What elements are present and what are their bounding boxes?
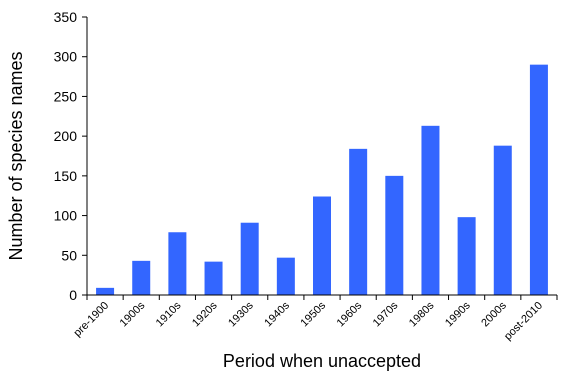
y-tick-label: 200 [54, 128, 78, 144]
y-tick-label: 350 [54, 9, 78, 25]
y-tick-label: 100 [54, 208, 78, 224]
x-category-label: 1940s [262, 299, 292, 329]
y-tick-label: 150 [54, 168, 78, 184]
x-category-label: 1980s [407, 299, 437, 329]
y-tick-label: 300 [54, 49, 78, 65]
bar-2000s [493, 145, 512, 295]
x-category-label: post-2010 [502, 300, 545, 343]
y-axis-title: Number of species names [6, 51, 26, 260]
x-category-label: 1900s [118, 299, 148, 329]
bar-1920s [204, 261, 223, 295]
x-category-label: 1910s [154, 299, 184, 329]
x-category-label: 2000s [479, 299, 509, 329]
y-tick-label: 50 [61, 247, 77, 263]
bar-1950s [313, 196, 331, 295]
y-tick-label: 250 [54, 88, 78, 104]
bar-pre-1900 [96, 287, 115, 295]
x-category-label: 1990s [443, 299, 473, 329]
x-category-label: 1970s [371, 299, 401, 329]
x-category-label: pre-1900 [72, 300, 112, 340]
x-category-label: 1950s [298, 299, 328, 329]
x-axis-ticks: pre-1900 1900s 1910s 1920s 1930s 1940s 1950s 19… [72, 295, 558, 343]
x-category-label: 1960s [335, 299, 365, 329]
x-category-label: 1930s [226, 299, 256, 329]
y-axis-ticks: 0 50 100 150 200 250 300 350 [54, 9, 87, 303]
bar-1910s [168, 232, 187, 295]
bar-1990s [457, 217, 476, 295]
bar-1940s [276, 257, 295, 295]
x-category-label: 1920s [190, 299, 220, 329]
x-axis-title: Period when unaccepted [223, 351, 421, 371]
bars [96, 64, 548, 296]
y-tick-label: 0 [69, 287, 77, 303]
bar-post-2010 [529, 64, 548, 296]
bar-1970s [385, 175, 404, 295]
bar-1900s [132, 260, 151, 295]
bar-1980s [421, 125, 440, 296]
bar-1960s [349, 148, 368, 295]
bar-1930s [240, 222, 259, 295]
